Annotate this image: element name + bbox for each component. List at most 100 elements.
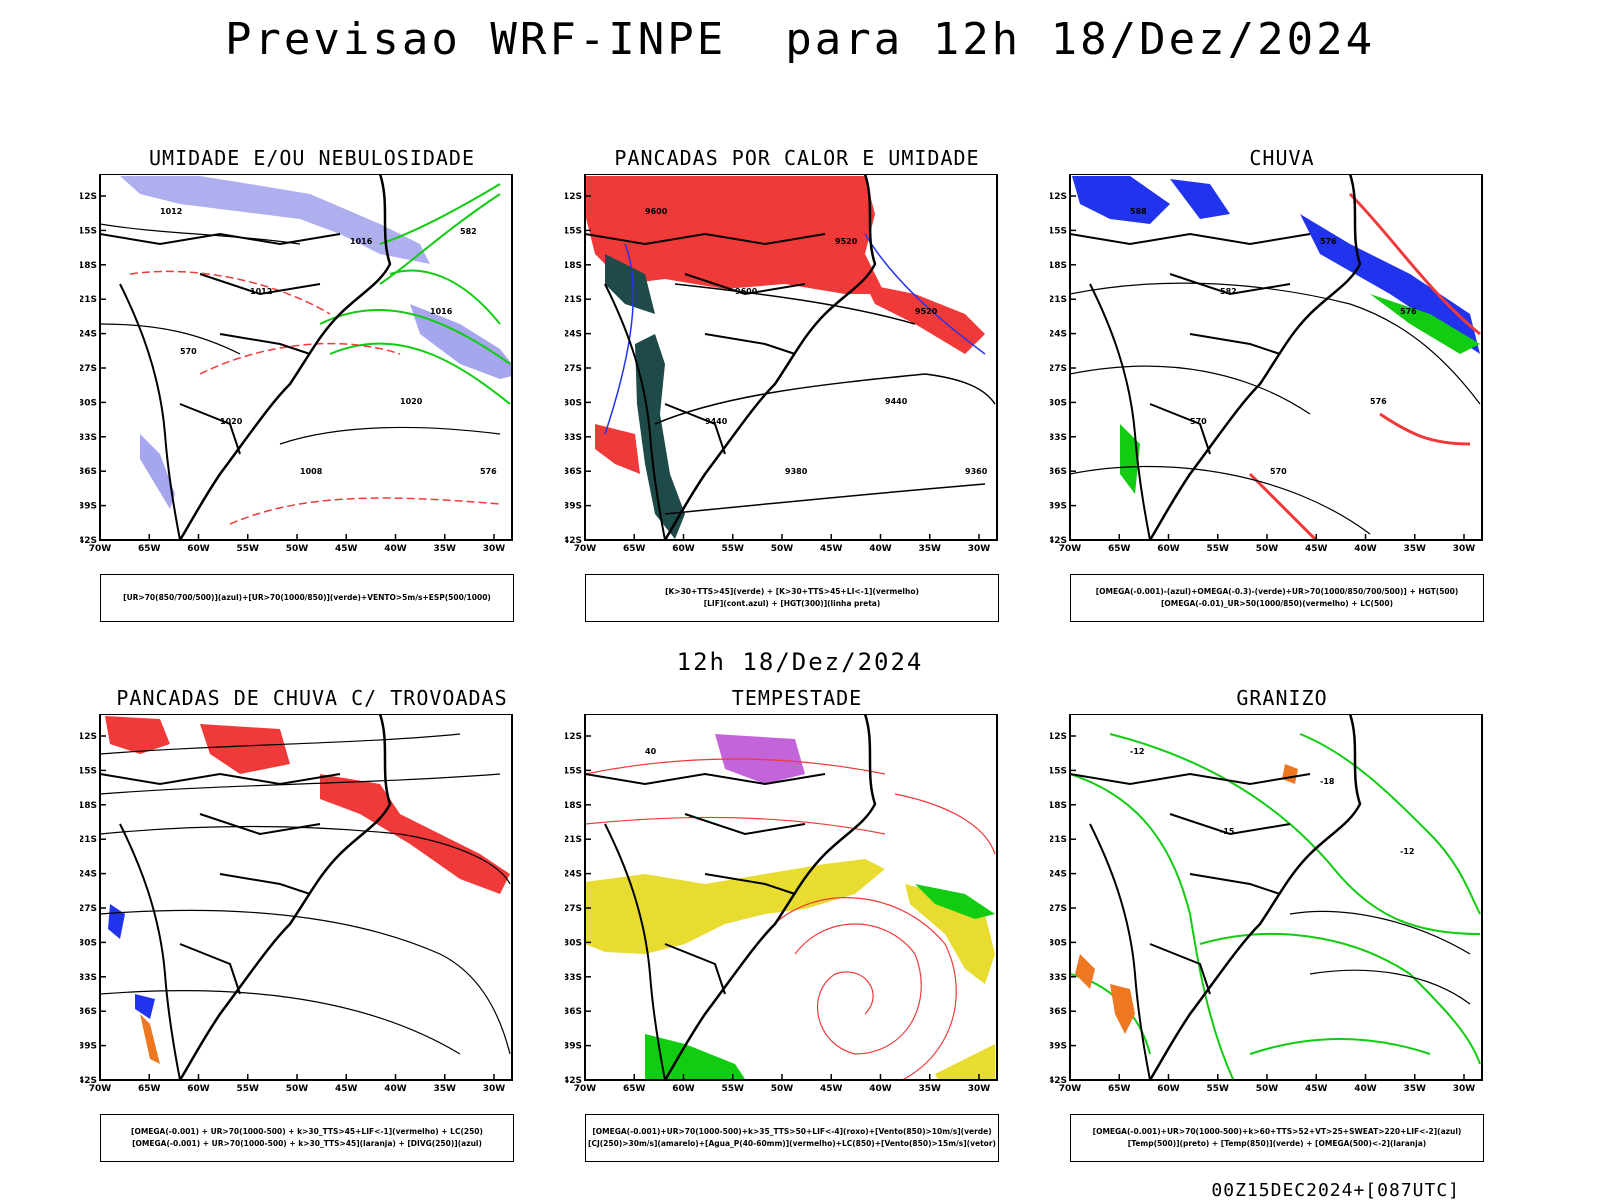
andes-border [604,283,666,540]
lon-label: 40W [869,544,892,554]
lat-label: 39S [80,1042,97,1052]
lon-label: 35W [434,544,457,554]
lat-label: 18S [565,261,582,271]
contour-label: 576 [480,467,497,476]
map-frame [1069,174,1483,541]
borders [1070,772,1311,995]
lat-label: 21S [565,835,582,845]
panel-granizo: GRANIZO 12S 15S 18S 21S 24S 27S 30S 33S 36S 39S 42… [1050,686,1550,1162]
lat-label: 33S [565,973,582,983]
run-label: 00Z15DEC2024+[087UTC] [1211,1180,1460,1201]
lat-label: 36S [565,467,582,477]
lat-label: 42S [1050,536,1067,546]
field-layer [100,716,511,1064]
lat-label: 33S [1050,433,1067,443]
contour-label: 9440 [885,397,908,406]
lat-label: 18S [1050,801,1067,811]
map-frame [1069,714,1483,1081]
lat-label: 30S [80,398,97,408]
coastline-borders [1070,714,1362,1080]
lat-label: 24S [565,330,582,340]
borders [100,232,341,455]
lon-label: 45W [1305,544,1328,554]
lat-label: 15S [1050,766,1067,776]
lat-label: 33S [80,433,97,443]
lat-label: 24S [565,870,582,880]
lon-label: 55W [722,544,745,554]
lat-label: 27S [80,904,97,914]
legend-line: [OMEGA(-0.01)_UR>50(1000/850)(vermelho) … [1160,599,1394,608]
lat-label: 12S [565,732,582,742]
lon-label: 55W [1207,544,1230,554]
lat-label: 21S [565,295,582,305]
lat-label: 21S [80,835,97,845]
lon-label: 70W [89,1084,112,1094]
lon-label: 30W [1453,544,1476,554]
lon-label: 30W [483,544,506,554]
panel-pancadas-calor: PANCADAS POR CALOR E UMIDADE 12S 15S 18S 21… [565,146,1065,622]
lon-label: 30W [968,1084,991,1094]
lon-label: 50W [771,1084,794,1094]
panel-tempestade: TEMPESTADE 12S 15S 18S 21S 24S 27S 30S 33S 36S 39… [565,686,1065,1162]
borders [100,772,341,995]
coastline [178,714,392,1080]
lat-label: 18S [1050,261,1067,271]
lat-label: 12S [80,732,97,742]
andes-border [119,823,181,1080]
legend-line: [OMEGA(-0.001)-(azul)+OMEGA(-0.3)-(verde… [1095,587,1459,596]
legend-line: [LIF](cont.azul) + [HGT(300)](linha pret… [703,599,881,608]
lon-label: 65W [138,1084,161,1094]
lon-label: 70W [574,1084,597,1094]
contour-label: -12 [1400,847,1414,856]
field-layer [585,734,996,1080]
lat-label: 42S [1050,1076,1067,1086]
lon-label: 45W [335,1084,358,1094]
legend-line: [OMEGA(-0.001)+UR>70(1000-500)+k>60+TTS>… [1092,1127,1462,1136]
contour-label: 1020 [400,397,423,406]
contour-label: 582 [1220,287,1237,296]
lon-label: 30W [1453,1084,1476,1094]
contour-label: 576 [1400,307,1417,316]
lat-label: 15S [80,766,97,776]
legend-line: [K>30+TTS>45](verde) + [K>30+TTS>45+LI<-… [665,587,919,596]
coastline-borders [100,714,392,1080]
lat-label: 27S [565,904,582,914]
field-layer [1070,733,1481,1080]
lon-label: 55W [722,1084,745,1094]
lon-label: 55W [237,1084,260,1094]
lat-label: 18S [565,801,582,811]
panel-chuva: CHUVA 12S 15S 18S 21S 24S 27S 30S 33S 36S 39S 42S 7… [1050,146,1550,622]
contour-label: 9440 [705,417,728,426]
panel-title: UMIDADE E/OU NEBULOSIDADE [148,146,476,170]
lat-label: 21S [80,295,97,305]
lon-label: 40W [384,1084,407,1094]
contour-label: 9600 [645,207,668,216]
lat-label: 30S [80,938,97,948]
lon-label: 60W [672,544,695,554]
lon-label: 65W [1108,544,1131,554]
lon-label: 65W [623,544,646,554]
contour-label: 1012 [160,207,182,216]
lat-label: 36S [565,1007,582,1017]
contour-label: 1016 [430,307,453,316]
lat-label: 39S [1050,1042,1067,1052]
contour-label: 1008 [300,467,323,476]
contour-label: 576 [1320,237,1337,246]
map-frame [99,174,513,541]
lat-label: 18S [80,801,97,811]
valid-time-label: 12h 18/Dez/2024 [676,648,924,676]
legend-box: [OMEGA(-0.001) + UR>70(1000-500) + k>30_… [100,1114,514,1162]
lat-label: 15S [565,226,582,236]
lat-label: 24S [80,870,97,880]
map-frame [584,714,998,1081]
lon-label: 50W [771,544,794,554]
lon-label: 35W [919,544,942,554]
lat-label: 18S [80,261,97,271]
contour-label: 9520 [835,237,858,246]
lat-label: 21S [1050,295,1067,305]
contour-label: 9380 [785,467,808,476]
field-layer [585,176,996,539]
lon-label: 45W [820,1084,843,1094]
lon-label: 35W [919,1084,942,1094]
